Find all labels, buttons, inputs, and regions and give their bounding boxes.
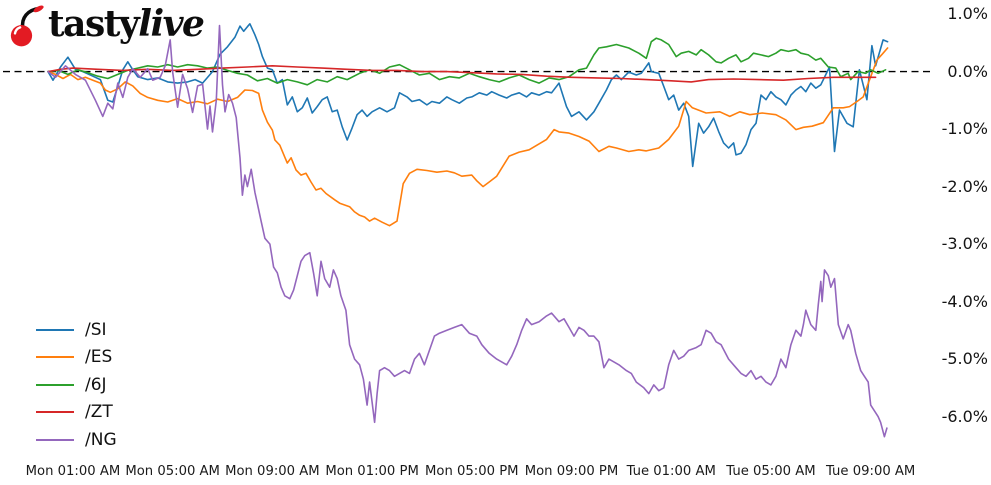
legend-label-es: /ES (85, 347, 113, 368)
y-axis-tick-label: -2.0% (941, 176, 988, 196)
series-line-es (47, 47, 889, 227)
y-axis-tick-label: -3.0% (941, 234, 988, 254)
legend-swatch-es (36, 356, 74, 359)
brand-text-live: live (138, 3, 205, 45)
series-line-ng (47, 24, 888, 438)
y-axis-tick-label: -6.0% (941, 406, 988, 426)
legend: /SI/ES/6J/ZT/NG (36, 316, 117, 454)
x-axis-tick-label: Mon 01:00 AM (25, 464, 121, 479)
legend-item-si: /SI (36, 316, 117, 344)
legend-label-6j: /6J (85, 374, 107, 395)
x-axis-tick-label: Mon 01:00 PM (325, 464, 419, 479)
series-line-6j (47, 37, 887, 86)
y-axis-tick-label: -4.0% (941, 291, 988, 311)
legend-label-si: /SI (85, 319, 107, 340)
legend-item-zt: /ZT (36, 399, 117, 427)
legend-item-es: /ES (36, 344, 117, 372)
x-axis-tick-label: Mon 09:00 PM (524, 464, 619, 479)
brand-logo: tastylive (9, 3, 205, 48)
legend-swatch-ng (36, 438, 74, 441)
x-axis-tick-label: Mon 05:00 AM (125, 464, 220, 479)
legend-item-6j: /6J (36, 371, 117, 399)
y-axis-tick-label: 0.0% (947, 61, 988, 81)
x-axis-tick-label: Mon 09:00 AM (225, 464, 320, 479)
legend-label-ng: /NG (85, 429, 117, 450)
series-line-zt (47, 65, 877, 83)
brand-text-tasty: tasty (48, 3, 140, 45)
legend-label-zt: /ZT (85, 402, 113, 423)
legend-swatch-si (36, 328, 74, 331)
legend-swatch-zt (36, 411, 74, 414)
legend-item-ng: /NG (36, 426, 117, 454)
x-axis-tick-label: Tue 05:00 AM (726, 464, 816, 479)
y-axis-tick-label: 1.0% (947, 4, 988, 24)
brand-wordmark: tastylive (48, 3, 205, 45)
x-axis-tick-label: Tue 09:00 AM (826, 464, 916, 479)
x-axis-tick-label: Tue 01:00 AM (626, 464, 716, 479)
y-axis-tick-label: -5.0% (941, 349, 988, 369)
x-axis-tick-label: Mon 05:00 PM (425, 464, 519, 479)
cherry-icon (10, 5, 44, 47)
y-axis-tick-label: -1.0% (941, 119, 988, 139)
legend-swatch-6j (36, 383, 74, 386)
